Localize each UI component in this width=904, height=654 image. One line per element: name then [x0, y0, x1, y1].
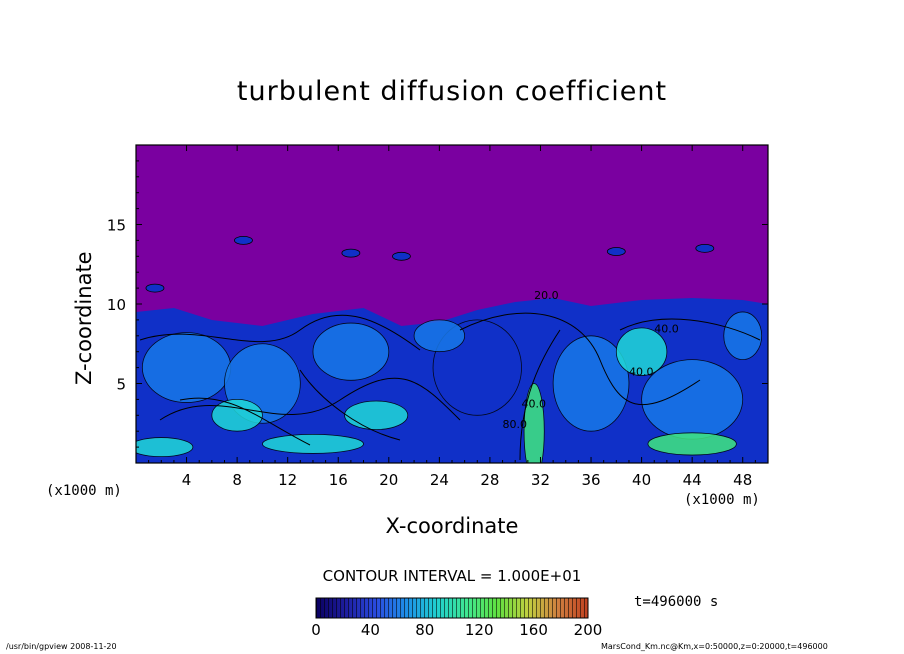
eddy-4 — [552, 335, 630, 432]
x-tick-label: 36 — [581, 471, 600, 489]
x-axis-label: X-coordinate — [385, 514, 519, 538]
chart-title: turbulent diffusion coefficient — [236, 76, 668, 107]
contour-interval-label: CONTOUR INTERVAL = 1.000E+01 — [322, 567, 582, 585]
x-tick-label: 4 — [182, 471, 192, 489]
upper-patch-2 — [392, 251, 411, 261]
colorbar-tick-label: 160 — [519, 621, 548, 639]
upper-patch-5 — [145, 283, 165, 293]
x-tick-label: 28 — [480, 471, 499, 489]
colorbar-tick-label: 200 — [574, 621, 603, 639]
eddy-7 — [344, 400, 409, 431]
contour-line-4 — [619, 318, 761, 341]
x-tick-label: 12 — [278, 471, 297, 489]
eddy-10 — [261, 433, 364, 454]
upper-patch-4 — [695, 243, 715, 253]
contour-label: 40.0 — [522, 397, 547, 410]
colorbar-tick-label: 0 — [311, 621, 321, 639]
eddy-8 — [523, 383, 545, 463]
upper-patch-1 — [341, 248, 361, 258]
upper-patch-0 — [234, 235, 253, 245]
colorbar-contours — [316, 598, 588, 618]
time-label: t=496000 s — [634, 594, 719, 610]
x-tick-label: 8 — [232, 471, 242, 489]
x-tick-label: 24 — [430, 471, 449, 489]
y-tick-label: 5 — [116, 376, 126, 394]
contour-line-0 — [139, 314, 421, 351]
eddy-6 — [211, 398, 263, 432]
contour-line-1 — [159, 377, 461, 421]
colorbar-frame — [315, 597, 589, 619]
colorbar-tick-label: 40 — [361, 621, 380, 639]
x-tick-label: 20 — [379, 471, 398, 489]
eddy-5 — [641, 359, 744, 440]
contour-line-6 — [179, 397, 311, 446]
x-tick-label: 44 — [683, 471, 702, 489]
x-tick-label: 48 — [733, 471, 752, 489]
footer-left: /usr/bin/gpview 2008-11-20 — [6, 642, 117, 651]
eddy-14 — [136, 437, 194, 458]
plot-area: 40.0 40.0 40.0 20.0 80.0 — [136, 145, 768, 463]
y-tick-label: 10 — [107, 296, 126, 314]
x-tick-label: 32 — [531, 471, 550, 489]
y-tick-label: 15 — [107, 217, 126, 235]
contour-line-2 — [459, 312, 701, 406]
colorbar: 0 40 80 120 160 200 — [311, 597, 603, 639]
contour-line-5 — [299, 369, 401, 441]
contour-line-3 — [519, 329, 561, 461]
eddy-9 — [647, 432, 737, 456]
colorbar-tick-label: 120 — [465, 621, 494, 639]
x-tick-label: 16 — [329, 471, 348, 489]
eddy-12 — [615, 327, 668, 376]
footer-right: MarsCond_Km.nc@Km,x=0:50000,z=0:20000,t=… — [601, 642, 828, 651]
x-tick-label: 40 — [632, 471, 651, 489]
eddy-0 — [141, 332, 232, 403]
contour-label: 20.0 — [534, 289, 559, 302]
colorbar-tick-label: 80 — [415, 621, 434, 639]
contour-label: 40.0 — [629, 366, 654, 379]
eddy-13 — [723, 311, 763, 361]
contour-label: 40.0 — [654, 323, 679, 336]
x-unit-label-right: (x1000 m) — [684, 492, 760, 508]
upper-patch-3 — [606, 247, 626, 256]
x-unit-label-left: (x1000 m) — [46, 483, 122, 499]
eddy-2 — [312, 322, 390, 381]
contour-label: 80.0 — [503, 418, 528, 431]
eddy-11 — [413, 319, 466, 353]
